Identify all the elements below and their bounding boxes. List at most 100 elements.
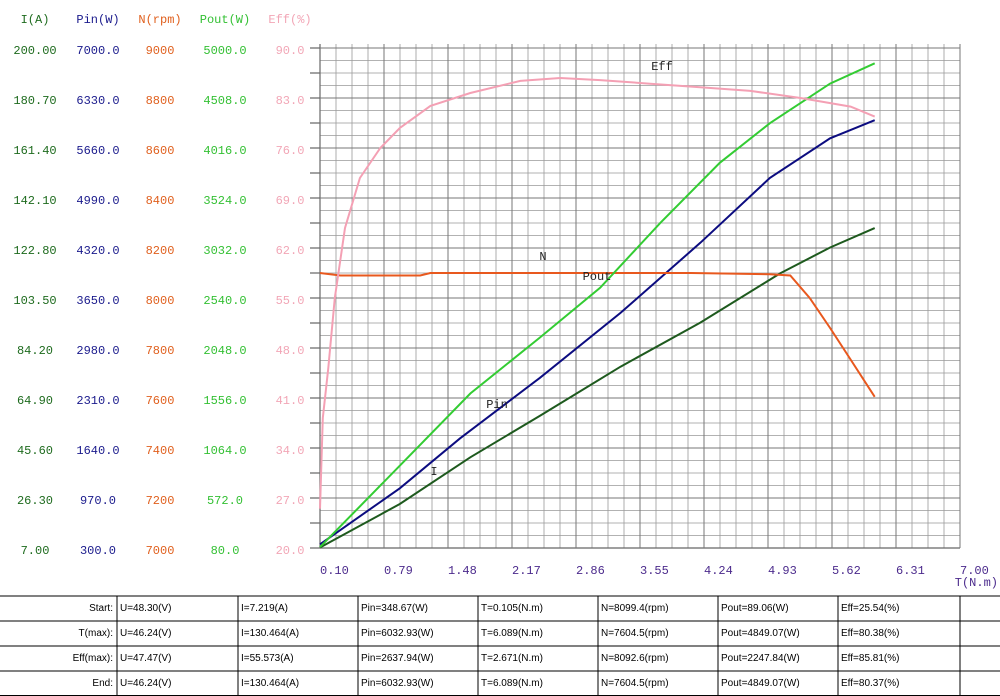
x-tick-label: 5.62: [832, 564, 861, 578]
y-tick-label: 7800: [146, 344, 175, 358]
y-tick-label: 200.00: [13, 44, 56, 58]
y-tick-label: 7200: [146, 494, 175, 508]
table-cell: U=46.24(V): [120, 678, 171, 689]
table-cell: U=46.24(V): [120, 628, 171, 639]
table-cell: Pin=2637.94(W): [361, 653, 434, 664]
y-tick-label: 20.0: [276, 544, 305, 558]
y-axis-label: Pin(W): [76, 13, 119, 27]
y-tick-label: 7600: [146, 394, 175, 408]
table-cell: Pout=4849.07(W): [721, 678, 800, 689]
table-cell: U=47.47(V): [120, 653, 171, 664]
x-tick-label: 7.00: [960, 564, 989, 578]
table-cell: N=7604.5(rpm): [601, 628, 669, 639]
y-tick-label: 26.30: [17, 494, 53, 508]
y-tick-label: 27.0: [276, 494, 305, 508]
y-tick-label: 122.80: [13, 244, 56, 258]
x-tick-label: 2.86: [576, 564, 605, 578]
y-tick-label: 8000: [146, 294, 175, 308]
y-tick-label: 8200: [146, 244, 175, 258]
series-label: Pin: [486, 398, 508, 412]
y-tick-label: 180.70: [13, 94, 56, 108]
y-tick-label: 4990.0: [76, 194, 119, 208]
table-row-label: Eff(max):: [73, 653, 113, 664]
series-line: [319, 227, 876, 549]
y-tick-label: 69.0: [276, 194, 305, 208]
x-tick-label: 2.17: [512, 564, 541, 578]
y-tick-label: 2540.0: [203, 294, 246, 308]
y-tick-label: 84.20: [17, 344, 53, 358]
table-cell: T=2.671(N.m): [481, 653, 543, 664]
table-cell: Pin=348.67(W): [361, 603, 428, 614]
table-cell: T=0.105(N.m): [481, 603, 543, 614]
y-tick-label: 4320.0: [76, 244, 119, 258]
y-tick-label: 970.0: [80, 494, 116, 508]
y-tick-label: 300.0: [80, 544, 116, 558]
table-row-label: End:: [92, 678, 113, 689]
y-tick-label: 8400: [146, 194, 175, 208]
y-tick-label: 2980.0: [76, 344, 119, 358]
y-tick-label: 7000: [146, 544, 175, 558]
y-tick-label: 9000: [146, 44, 175, 58]
y-tick-label: 161.40: [13, 144, 56, 158]
x-tick-label: 3.55: [640, 564, 669, 578]
y-tick-label: 7.00: [21, 544, 50, 558]
table-cell: Eff=80.37(%): [841, 678, 899, 689]
y-tick-label: 1064.0: [203, 444, 246, 458]
table-cell: Eff=85.81(%): [841, 653, 899, 664]
y-axis-label: Eff(%): [268, 13, 311, 27]
table-cell: T=6.089(N.m): [481, 678, 543, 689]
table-cell: Pin=6032.93(W): [361, 678, 434, 689]
y-tick-label: 3650.0: [76, 294, 119, 308]
table-cell: T=6.089(N.m): [481, 628, 543, 639]
table-cell: I=130.464(A): [241, 678, 299, 689]
series-label: N: [539, 250, 546, 264]
y-tick-label: 34.0: [276, 444, 305, 458]
y-axis-label: I(A): [21, 13, 50, 27]
y-tick-label: 1640.0: [76, 444, 119, 458]
series-label: I: [430, 465, 437, 479]
series-label: Eff: [651, 60, 673, 74]
x-tick-label: 6.31: [896, 564, 925, 578]
y-tick-label: 62.0: [276, 244, 305, 258]
table-cell: Pin=6032.93(W): [361, 628, 434, 639]
series-label: Pout: [583, 270, 612, 284]
y-tick-label: 83.0: [276, 94, 305, 108]
table-cell: Eff=80.38(%): [841, 628, 899, 639]
y-tick-label: 45.60: [17, 444, 53, 458]
table-row-label: Start:: [89, 603, 113, 614]
x-tick-label: 0.10: [320, 564, 349, 578]
y-tick-label: 2048.0: [203, 344, 246, 358]
y-tick-label: 7000.0: [76, 44, 119, 58]
y-tick-label: 5000.0: [203, 44, 246, 58]
y-tick-label: 2310.0: [76, 394, 119, 408]
y-tick-label: 8800: [146, 94, 175, 108]
table-cell: I=55.573(A): [241, 653, 294, 664]
series-line: [319, 272, 876, 398]
table-cell: Pout=4849.07(W): [721, 628, 800, 639]
table-row-label: T(max):: [79, 628, 113, 639]
y-axis-label: Pout(W): [200, 13, 250, 27]
x-axis-label: T(N.m): [955, 576, 998, 590]
y-tick-label: 41.0: [276, 394, 305, 408]
y-axis-label: N(rpm): [138, 13, 181, 27]
table-cell: I=7.219(A): [241, 603, 288, 614]
table-cell: Eff=25.54(%): [841, 603, 899, 614]
table-cell: N=7604.5(rpm): [601, 678, 669, 689]
y-tick-label: 64.90: [17, 394, 53, 408]
table-cell: N=8092.6(rpm): [601, 653, 669, 664]
y-tick-label: 142.10: [13, 194, 56, 208]
y-tick-label: 7400: [146, 444, 175, 458]
y-tick-label: 3032.0: [203, 244, 246, 258]
y-tick-label: 3524.0: [203, 194, 246, 208]
y-tick-label: 103.50: [13, 294, 56, 308]
table-cell: Pout=2247.84(W): [721, 653, 800, 664]
x-tick-label: 0.79: [384, 564, 413, 578]
y-tick-label: 5660.0: [76, 144, 119, 158]
series-line: [319, 76, 876, 509]
table-cell: N=8099.4(rpm): [601, 603, 669, 614]
y-tick-label: 8600: [146, 144, 175, 158]
y-tick-label: 48.0: [276, 344, 305, 358]
x-tick-label: 4.93: [768, 564, 797, 578]
